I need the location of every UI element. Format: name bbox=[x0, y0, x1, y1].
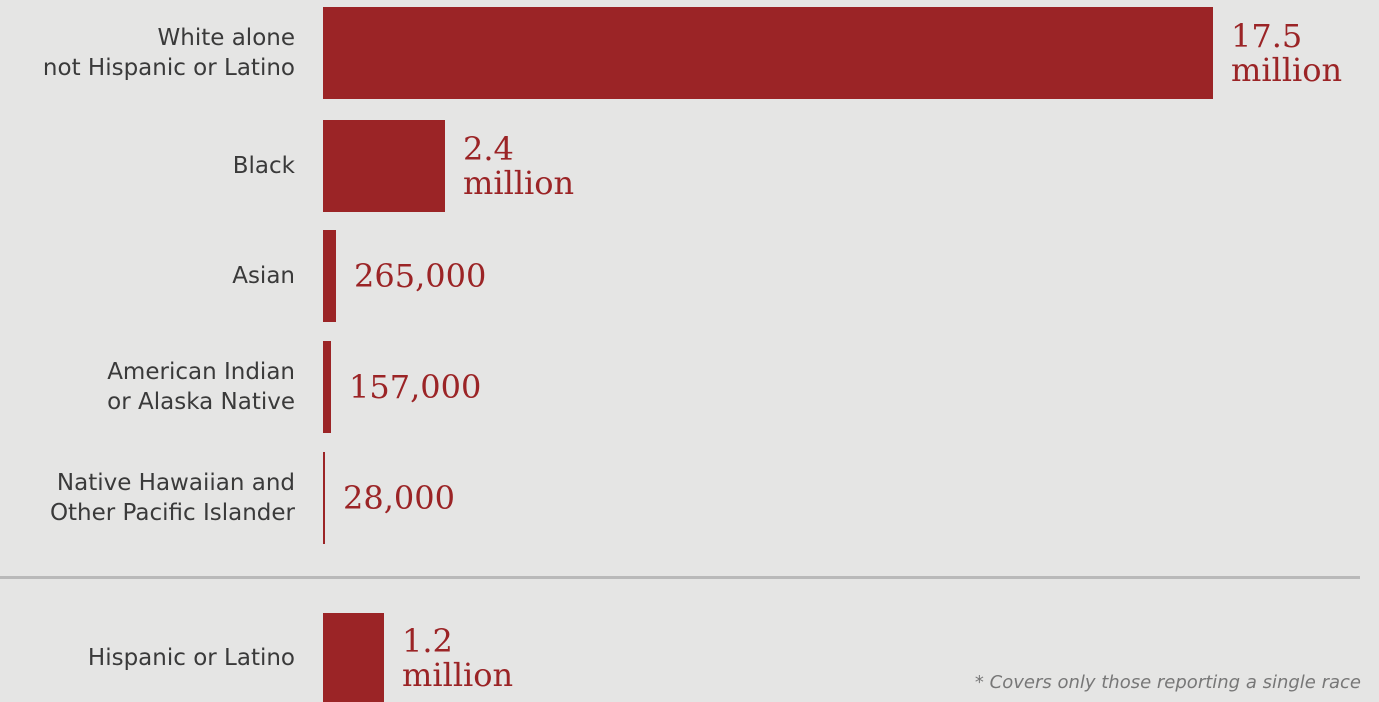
bar bbox=[323, 341, 331, 433]
category-label: Asian bbox=[232, 263, 295, 289]
value-label: 1.2 million bbox=[402, 621, 514, 694]
value-label: 157,000 bbox=[349, 368, 482, 406]
value-label: 17.5 million bbox=[1231, 17, 1343, 89]
bar bbox=[323, 7, 1213, 99]
bar bbox=[323, 452, 325, 544]
value-label: 2.4 million bbox=[463, 130, 575, 202]
bar bbox=[323, 120, 445, 212]
category-label: American Indian or Alaska Native bbox=[107, 359, 295, 415]
footnote: * Covers only those reporting a single r… bbox=[974, 672, 1361, 693]
value-label: 28,000 bbox=[343, 479, 455, 517]
category-label: Hispanic or Latino bbox=[87, 644, 295, 671]
value-label: 265,000 bbox=[354, 257, 487, 295]
bar bbox=[323, 230, 336, 322]
category-label: Native Hawaiian and Other Pacific Island… bbox=[49, 470, 295, 526]
bar bbox=[323, 613, 384, 702]
category-label: Black bbox=[232, 153, 295, 179]
category-label: White alone not Hispanic or Latino bbox=[42, 25, 295, 81]
group-divider bbox=[0, 576, 1360, 579]
